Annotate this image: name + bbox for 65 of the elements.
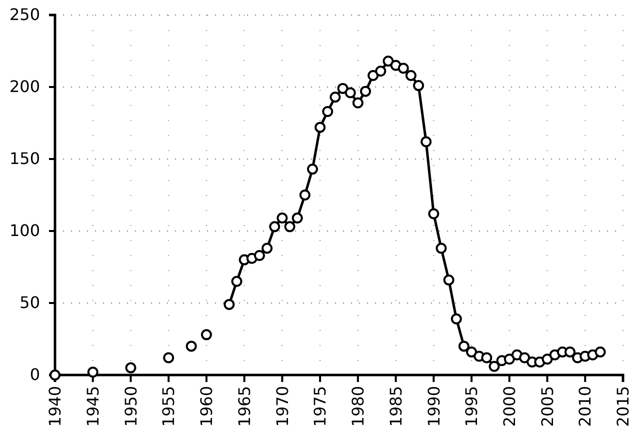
x-tick-label: 1960 (197, 386, 216, 427)
x-tick-label: 1940 (46, 386, 65, 427)
x-tick-label: 1970 (272, 386, 292, 427)
point (594, 346, 606, 358)
x-tick-label: 1975 (310, 386, 330, 427)
point (481, 352, 492, 364)
point (564, 346, 576, 358)
point (50, 370, 60, 380)
point (125, 362, 136, 374)
point (450, 313, 462, 324)
x-tick-label: 1980 (348, 386, 368, 427)
point (337, 82, 348, 94)
x-tick-label: 2010 (576, 386, 595, 427)
point (542, 354, 553, 365)
x-tick-label: 2015 (614, 386, 633, 427)
x-tick-label: 1950 (121, 386, 140, 427)
point (231, 276, 242, 287)
x-tick-label: 1985 (386, 386, 406, 427)
point (276, 212, 288, 224)
point (322, 106, 334, 117)
point (428, 208, 440, 220)
x-tick-label: 1995 (462, 386, 482, 427)
point (330, 92, 341, 103)
point (398, 62, 409, 74)
y-tick-label: 100 (9, 221, 40, 240)
point (200, 329, 212, 340)
point (375, 66, 386, 77)
point (413, 80, 424, 92)
point (262, 242, 273, 254)
point (292, 212, 303, 224)
point (306, 164, 318, 175)
point (314, 122, 326, 133)
point (299, 190, 310, 200)
point (405, 70, 416, 81)
point (420, 136, 432, 148)
point (254, 250, 265, 261)
x-tick-label: 1965 (234, 386, 254, 427)
point (186, 340, 197, 352)
point (466, 346, 478, 358)
point (344, 87, 356, 98)
x-tick-label: 1955 (159, 386, 178, 427)
y-tick-label: 0 (30, 365, 40, 384)
point (443, 274, 454, 286)
y-tick-label: 200 (9, 77, 40, 96)
point (368, 70, 379, 81)
point (224, 298, 235, 310)
point (488, 360, 500, 372)
point (352, 97, 364, 108)
y-tick-label: 50 (20, 293, 40, 312)
x-tick-label: 2005 (538, 386, 557, 427)
point (382, 56, 394, 67)
x-tick-label: 1945 (83, 386, 102, 427)
point (504, 354, 515, 365)
point (269, 221, 280, 232)
point (87, 366, 98, 378)
point (519, 352, 530, 364)
point (284, 221, 296, 232)
point (163, 352, 174, 364)
point (360, 86, 372, 97)
point (436, 242, 447, 254)
x-tick-label: 2000 (500, 386, 519, 427)
x-tick-label: 1990 (424, 386, 444, 427)
y-tick-label: 250 (9, 5, 40, 24)
point (458, 340, 470, 352)
y-tick-label: 150 (9, 149, 40, 168)
